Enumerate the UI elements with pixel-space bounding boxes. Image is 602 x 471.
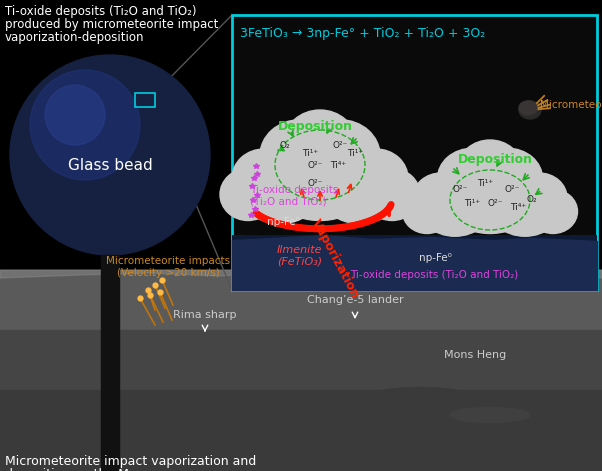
Ellipse shape [284, 110, 356, 175]
Ellipse shape [511, 173, 567, 222]
Bar [0, 270, 602, 471]
Text: Highland: Highland [340, 255, 390, 265]
Ellipse shape [417, 170, 494, 236]
Text: O²⁻: O²⁻ [307, 179, 323, 187]
Bar [101, 255, 119, 471]
Text: vaporization-deposition: vaporization-deposition [5, 31, 144, 44]
Ellipse shape [360, 388, 480, 413]
Text: O²⁻: O²⁻ [504, 186, 520, 195]
Text: O²⁻: O²⁻ [332, 140, 348, 149]
Ellipse shape [300, 120, 380, 191]
Circle shape [45, 85, 105, 145]
Text: O₂: O₂ [280, 140, 290, 149]
Ellipse shape [316, 146, 404, 224]
Ellipse shape [519, 101, 541, 119]
Text: np-Fe⁰: np-Fe⁰ [267, 217, 300, 227]
Ellipse shape [450, 407, 530, 422]
Ellipse shape [260, 120, 340, 191]
Ellipse shape [264, 130, 376, 220]
Bar [0, 390, 602, 471]
Ellipse shape [364, 169, 420, 220]
Text: Mairan T: Mairan T [545, 255, 594, 265]
Text: O₂: O₂ [527, 195, 538, 204]
Text: Deposition: Deposition [458, 153, 533, 166]
Text: Deposition: Deposition [278, 120, 353, 133]
Bar [135, 93, 155, 107]
Text: Ti¹⁺: Ti¹⁺ [347, 148, 363, 157]
Text: Ti¹⁺: Ti¹⁺ [464, 198, 480, 208]
Text: Vaporization: Vaporization [309, 217, 361, 301]
Ellipse shape [473, 148, 542, 209]
Ellipse shape [486, 170, 563, 236]
Text: O²⁻: O²⁻ [307, 161, 323, 170]
Ellipse shape [519, 101, 537, 115]
Ellipse shape [438, 148, 507, 209]
Bar [232, 235, 597, 290]
Ellipse shape [236, 146, 324, 224]
Ellipse shape [232, 149, 296, 208]
Ellipse shape [413, 173, 469, 222]
Text: Micrometeorite impact: Micrometeorite impact [540, 100, 602, 110]
Text: Ti¹⁺: Ti¹⁺ [302, 148, 318, 157]
Text: Micrometeorite impact vaporization and: Micrometeorite impact vaporization and [5, 455, 256, 468]
Ellipse shape [220, 169, 276, 220]
Bar [0, 0, 602, 270]
Text: Ti⁴⁺: Ti⁴⁺ [330, 161, 346, 170]
Text: O²⁻: O²⁻ [452, 186, 468, 195]
Text: np-Fe⁰: np-Fe⁰ [419, 253, 452, 263]
Text: Ti¹⁺: Ti¹⁺ [477, 179, 493, 187]
Ellipse shape [403, 189, 452, 234]
Text: Mons Heng: Mons Heng [444, 350, 506, 360]
Text: deposition on the Moon: deposition on the Moon [5, 468, 152, 471]
Circle shape [10, 55, 210, 255]
Text: Micrometeorite impacts
(Velocity >20 km/s): Micrometeorite impacts (Velocity >20 km/… [106, 256, 230, 278]
Text: 3FeTiO₃ → 3np-Fe° + TiO₂ + Ti₂O + 3O₂: 3FeTiO₃ → 3np-Fe° + TiO₂ + Ti₂O + 3O₂ [240, 27, 485, 40]
Ellipse shape [344, 149, 408, 208]
Text: O²⁻: O²⁻ [487, 198, 503, 208]
Text: Chang’e-5 lander: Chang’e-5 lander [306, 295, 403, 305]
Ellipse shape [529, 189, 577, 234]
Bar [232, 15, 597, 290]
Text: Rima sharp: Rima sharp [173, 310, 237, 320]
Text: Ti-oxide deposits (Ti₂O and TiO₂): Ti-oxide deposits (Ti₂O and TiO₂) [350, 270, 518, 280]
Ellipse shape [459, 140, 521, 195]
Text: Ilmenite
(FeTiO₃): Ilmenite (FeTiO₃) [277, 245, 323, 267]
Circle shape [30, 70, 140, 180]
Ellipse shape [441, 156, 539, 234]
Text: Ti-oxide deposits (Ti₂O and TiO₂): Ti-oxide deposits (Ti₂O and TiO₂) [5, 5, 196, 18]
Text: Ti-oxide deposits
(Ti₂O and TiO₂): Ti-oxide deposits (Ti₂O and TiO₂) [250, 185, 338, 207]
Text: produced by micrometeorite impact: produced by micrometeorite impact [5, 18, 219, 31]
Bar [0, 330, 602, 471]
Text: Ti⁴⁺: Ti⁴⁺ [510, 203, 526, 211]
Text: Glass bead: Glass bead [67, 157, 152, 172]
